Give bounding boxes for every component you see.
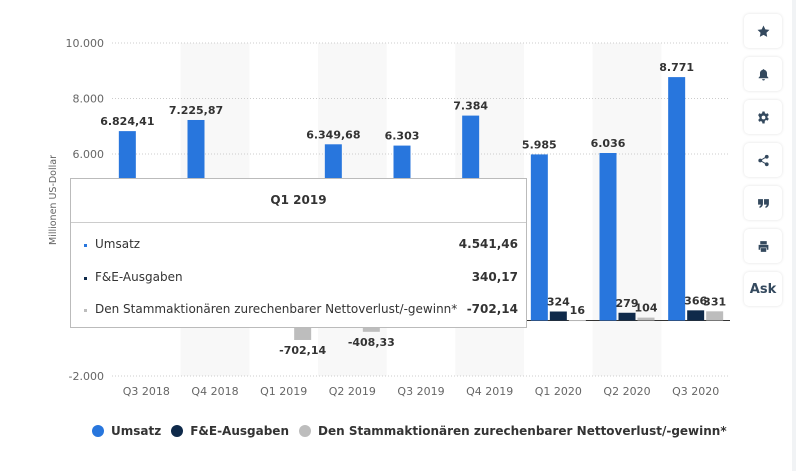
share-button[interactable] <box>744 143 782 177</box>
data-label: 6.303 <box>385 130 420 143</box>
tooltip-row-net: Den Stammaktionären zurechenbarer Nettov… <box>71 302 526 320</box>
data-label: 6.824,41 <box>100 115 154 128</box>
data-label: 7.384 <box>453 100 488 113</box>
legend: Umsatz F&E-Ausgaben Den Stammaktionären … <box>92 420 737 442</box>
y-tick-label: 8.000 <box>73 93 105 106</box>
data-label: 366 <box>684 294 707 307</box>
tooltip-value: 4.541,46 <box>458 237 518 251</box>
tooltip-label: Den Stammaktionären zurechenbarer Nettov… <box>95 302 458 316</box>
data-label: 324 <box>547 296 570 309</box>
gear-icon <box>757 111 769 123</box>
bar-umsatz <box>530 154 548 321</box>
tooltip: Q1 2019 Umsatz 4.541,46 F&E-Ausgaben 340… <box>70 178 527 328</box>
bar-umsatz <box>599 153 617 321</box>
series-dot <box>84 277 87 280</box>
data-label: -408,33 <box>348 336 395 349</box>
x-tick-label: Q4 2019 <box>466 385 513 398</box>
sidebar-toolbar: Ask <box>744 14 784 315</box>
legend-label: F&E-Ausgaben <box>190 424 289 438</box>
bar-den <box>637 317 655 321</box>
quote-icon <box>757 198 769 208</box>
y-axis-label: Millionen US-Dollar <box>48 155 59 245</box>
data-label: 5.985 <box>522 138 557 151</box>
data-label: 331 <box>703 295 726 308</box>
legend-swatch <box>299 425 311 437</box>
settings-button[interactable] <box>744 100 782 134</box>
bar-f <box>549 311 567 321</box>
bar-f <box>687 310 705 321</box>
bar-den <box>568 320 586 322</box>
data-label: 16 <box>570 304 586 317</box>
notification-button[interactable] <box>744 57 782 91</box>
bar-f <box>618 312 636 321</box>
tooltip-label: Umsatz <box>95 237 141 251</box>
x-tick-label: Q4 2018 <box>191 385 238 398</box>
share-icon <box>757 154 769 166</box>
tooltip-value: -702,14 <box>466 302 518 316</box>
y-tick-label: -2.000 <box>69 370 104 383</box>
bell-icon <box>758 68 768 80</box>
x-tick-label: Q3 2019 <box>397 385 444 398</box>
ask-icon: Ask <box>749 281 777 297</box>
bar-umsatz <box>668 77 686 321</box>
x-tick-label: Q1 2019 <box>260 385 307 398</box>
star-icon <box>757 25 769 37</box>
data-label: -702,14 <box>279 344 326 357</box>
legend-item-fe[interactable]: F&E-Ausgaben <box>171 424 289 438</box>
print-icon <box>758 240 768 252</box>
legend-label: Umsatz <box>111 424 162 438</box>
tooltip-label: F&E-Ausgaben <box>95 270 183 284</box>
bar-den <box>706 311 724 321</box>
x-tick-label: Q3 2018 <box>123 385 170 398</box>
series-dot <box>84 244 87 247</box>
legend-item-net[interactable]: Den Stammaktionären zurechenbarer Nettov… <box>299 424 727 438</box>
tooltip-row-fe: F&E-Ausgaben 340,17 <box>71 270 526 288</box>
data-label: 8.771 <box>659 61 694 74</box>
legend-item-umsatz[interactable]: Umsatz <box>92 424 161 438</box>
tooltip-row-umsatz: Umsatz 4.541,46 <box>71 237 526 255</box>
tooltip-title: Q1 2019 <box>71 179 526 223</box>
data-label: 6.036 <box>591 137 626 150</box>
x-tick-label: Q1 2020 <box>535 385 582 398</box>
x-tick-label: Q2 2020 <box>603 385 650 398</box>
panel-divider <box>792 0 796 471</box>
x-tick-label: Q2 2019 <box>329 385 376 398</box>
legend-swatch <box>171 425 184 437</box>
print-button[interactable] <box>744 229 782 263</box>
y-tick-label: 6.000 <box>73 148 105 161</box>
data-label: 279 <box>616 297 639 310</box>
data-label: 104 <box>635 302 658 315</box>
cite-button[interactable] <box>744 186 782 220</box>
y-tick-label: 10.000 <box>66 37 105 50</box>
ask-button[interactable]: Ask <box>744 272 782 306</box>
tooltip-value: 340,17 <box>471 270 518 284</box>
data-label: 7.225,87 <box>169 104 223 117</box>
legend-label: Den Stammaktionären zurechenbarer Nettov… <box>318 424 727 438</box>
data-label: 6.349,68 <box>306 128 360 141</box>
x-tick-label: Q3 2020 <box>672 385 719 398</box>
series-dot <box>84 309 87 312</box>
legend-swatch <box>92 425 104 437</box>
favorite-button[interactable] <box>744 14 782 48</box>
